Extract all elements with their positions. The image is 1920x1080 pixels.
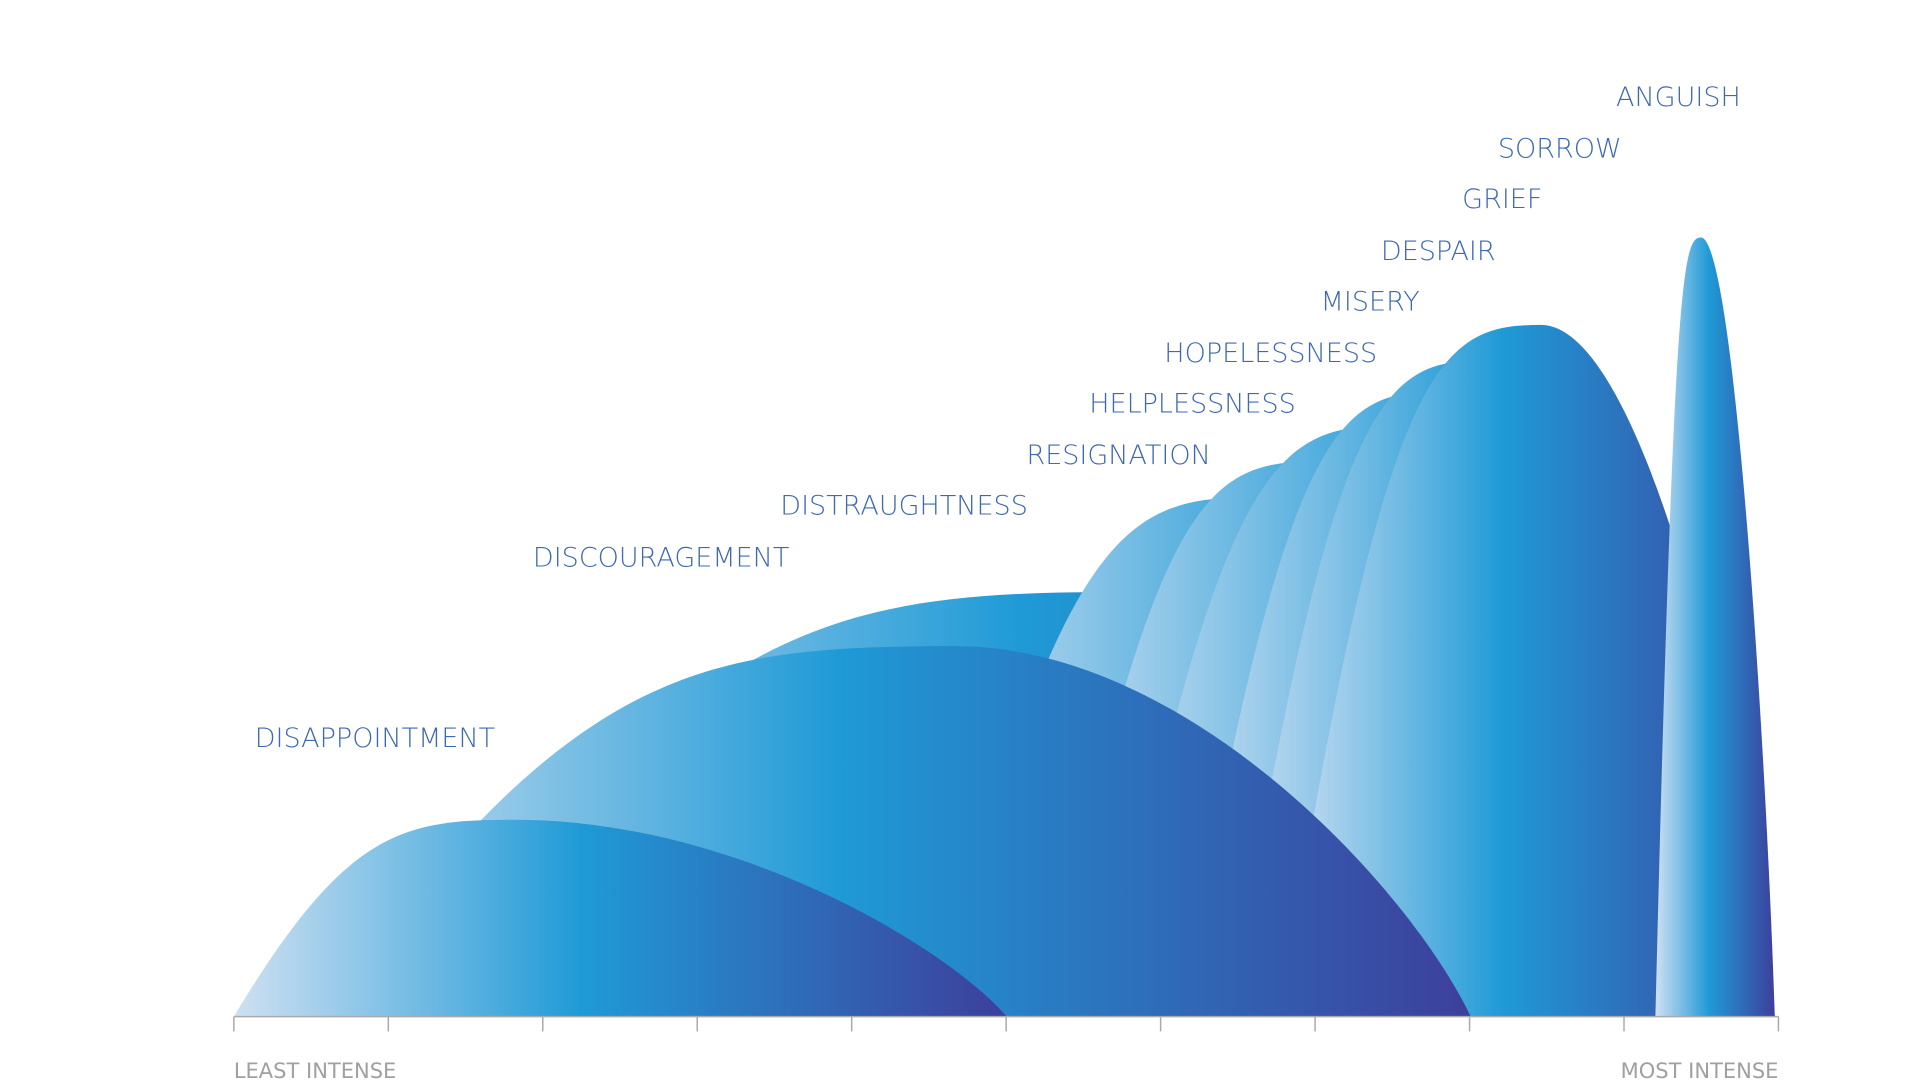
emotion-label: DESPAIR xyxy=(1381,236,1496,267)
humps xyxy=(233,237,1775,1017)
emotion-label: MISERY xyxy=(1321,286,1420,317)
axis-label-left: LEAST INTENSE xyxy=(234,1059,396,1080)
emotion-label: ANGUISH xyxy=(1616,82,1741,113)
labels: LEAST INTENSE MOST INTENSE DISAPPOINTMENT D… xyxy=(234,82,1779,1080)
emotion-label: DISTRAUGHTNESS xyxy=(780,491,1028,522)
emotion-label: GRIEF xyxy=(1462,184,1542,215)
axis xyxy=(233,1015,1780,1032)
hump xyxy=(233,819,1007,1017)
hump xyxy=(1280,324,1775,1017)
emotion-label: SORROW xyxy=(1498,134,1622,165)
axis-label-right: MOST INTENSE xyxy=(1621,1059,1779,1080)
emotion-label: HOPELESSNESS xyxy=(1164,338,1377,369)
emotion-label: DISAPPOINTMENT xyxy=(255,723,495,754)
hump xyxy=(1655,237,1775,1017)
emotion-label: RESIGNATION xyxy=(1026,440,1210,471)
emotion-label: HELPLESSNESS xyxy=(1089,388,1296,419)
emotion-label: DISCOURAGEMENT xyxy=(533,542,789,573)
